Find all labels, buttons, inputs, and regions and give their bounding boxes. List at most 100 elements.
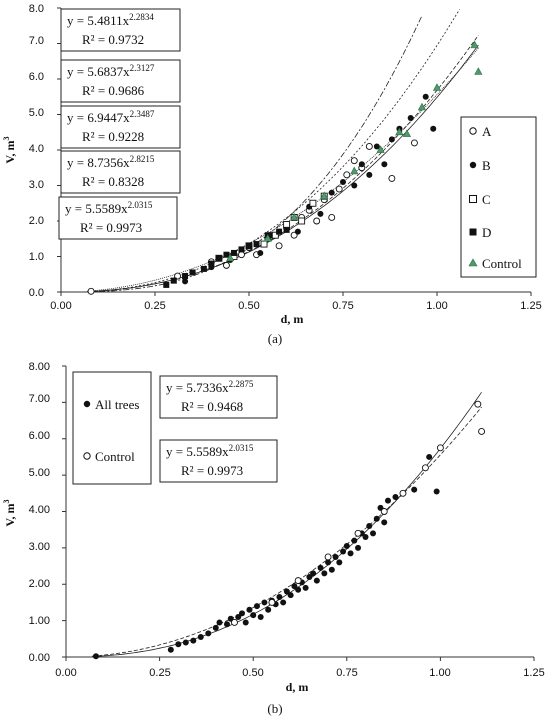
panel-a-point-b-11 — [340, 178, 346, 185]
panel-b-r2-1: R² = 0.9468 — [181, 399, 243, 414]
panel-a-point-control-11 — [474, 67, 483, 75]
panel-a-point-d-2 — [182, 273, 189, 280]
panel-a-point-a-20 — [365, 142, 373, 150]
panel-b-point-all-trees-16 — [253, 603, 260, 610]
panel-b-caption: (b) — [267, 701, 282, 716]
panel-a-point-control-5 — [376, 145, 385, 153]
panel-a-point-d-9 — [238, 246, 245, 253]
legend-marker-b — [469, 161, 477, 169]
panel-a-r2-2: R² = 0.9686 — [82, 83, 145, 98]
panel-a-point-b-4 — [257, 249, 264, 256]
panel-b-point-all-trees-31 — [310, 570, 317, 577]
panel-a-point-control-3 — [320, 191, 329, 200]
panel-b-point-all-trees-6 — [205, 630, 212, 637]
panel-a-point-a-13 — [313, 217, 321, 225]
panel-a-ytick-3: 3.0 — [29, 179, 44, 191]
panel-b-y-ticks: 0.00 1.00 2.00 3.00 4.00 5.00 6.00 7.00 … — [29, 361, 50, 664]
panel-b-point-all-trees-12 — [238, 610, 245, 617]
panel-b-xtick-3: 0.75 — [336, 667, 357, 679]
panel-b: 0.00 1.00 2.00 3.00 4.00 5.00 6.00 7.00 … — [2, 361, 545, 716]
panel-a-point-control-4 — [350, 166, 359, 175]
legend-marker-control-b — [83, 452, 91, 460]
panel-a-equation-4: y = 8.7356x2.8215 — [67, 154, 155, 170]
panel-a-y-axis-label: V, m3 — [2, 136, 17, 163]
panel-a-legend-label-a: A — [482, 124, 492, 139]
panel-b-point-control-1 — [268, 598, 276, 606]
panel-b-point-all-trees-52 — [392, 493, 399, 500]
panel-a-point-a-17 — [343, 171, 351, 179]
panel-b-point-all-trees-56 — [433, 488, 440, 495]
legend-marker-all-trees — [83, 400, 91, 408]
panel-b-point-all-trees-22 — [276, 593, 283, 600]
panel-a-point-d-11 — [253, 241, 260, 248]
panel-a-point-b-14 — [366, 171, 373, 178]
panel-a-point-a-4 — [238, 251, 245, 259]
panel-a-point-b-16 — [381, 161, 388, 168]
legend-marker-d — [469, 228, 477, 236]
panel-b-ytick-6: 6.00 — [29, 430, 50, 442]
panel-a-legend-label-control: Control — [482, 256, 522, 271]
panel-b-point-all-trees-55 — [426, 453, 433, 460]
panel-b-x-axis-label: d, m — [286, 680, 309, 694]
panel-b-point-all-trees-27 — [295, 586, 302, 593]
panel-a-point-d-13 — [276, 228, 283, 235]
panel-b-point-all-trees-36 — [328, 566, 335, 573]
panel-a-equation-box-1: y = 5.4811x2.2834 R² = 0.9732 — [60, 8, 181, 52]
panel-a-xtick-2: 0.50 — [238, 300, 259, 312]
panel-b-ytick-8: 8.00 — [29, 361, 50, 373]
panel-a-point-control-8 — [417, 102, 427, 111]
panel-b-point-control-0 — [231, 618, 238, 626]
panel-a-equation-box-3: y = 6.9447x2.3487 R² = 0.9228 — [60, 105, 181, 149]
panel-b-point-control-6 — [399, 489, 407, 497]
panel-a-point-a-22 — [410, 139, 418, 147]
panel-b-xtick-2: 0.50 — [242, 667, 263, 679]
panel-b-point-all-trees-3 — [182, 639, 189, 646]
panel-a-ytick-2: 2.0 — [29, 215, 44, 227]
legend-marker-a — [469, 127, 477, 135]
panel-b-point-control-10 — [478, 428, 486, 435]
panel-a-point-control-10 — [470, 40, 479, 49]
panel-a-point-b-12 — [351, 182, 358, 189]
panel-a-equation-box-5: y = 5.5589x2.0315 R² = 0.9973 — [58, 196, 178, 240]
panel-a-point-d-1 — [170, 277, 177, 284]
panel-b-point-all-trees-14 — [246, 606, 253, 613]
panel-a-point-c-5 — [283, 221, 291, 229]
panel-a-point-c-4 — [271, 231, 279, 239]
panel-a-point-a-21 — [388, 174, 396, 182]
panel-b-ytick-1: 1.00 — [29, 615, 50, 627]
panel-a-x-ticks: 0.00 0.25 0.50 0.75 1.00 1.25 — [50, 300, 541, 312]
panel-a-point-b-7 — [294, 228, 301, 235]
panel-b-xtick-5: 1.25 — [523, 667, 544, 679]
panel-b-legend-label-all-trees: All trees — [95, 397, 139, 412]
panel-a-caption: (a) — [268, 331, 282, 346]
panel-a-r2-5: R² = 0.9973 — [80, 220, 142, 235]
panel-b-point-all-trees-26 — [291, 583, 298, 590]
panel-a-point-control-0 — [226, 253, 235, 262]
panel-a-xtick-1: 0.25 — [144, 300, 165, 312]
panel-b-point-all-trees-23 — [280, 599, 287, 606]
panel-b-point-all-trees-40 — [343, 543, 350, 550]
panel-b-point-all-trees-19 — [265, 606, 272, 613]
panel-b-point-all-trees-41 — [347, 550, 354, 557]
panel-b-xtick-4: 1.00 — [429, 667, 450, 679]
panel-b-point-all-trees-5 — [197, 633, 204, 640]
panel-a-legend: A B C D Control — [460, 116, 537, 278]
panel-b-point-all-trees-51 — [384, 497, 391, 504]
panel-b-point-control-2 — [294, 577, 302, 585]
panel-b-point-all-trees-4 — [190, 637, 197, 644]
panel-a-point-b-15 — [373, 143, 380, 150]
panel-b-point-all-trees-1 — [167, 646, 174, 653]
panel-b-point-control-8 — [436, 444, 444, 452]
panel-a-point-control-2 — [290, 212, 299, 221]
panel-a-point-a-15 — [328, 213, 336, 221]
panel-b-point-control-4 — [354, 529, 362, 537]
panel-b-ytick-3: 3.00 — [29, 541, 50, 553]
panel-a-point-b-0 — [182, 278, 189, 285]
panel-b-point-all-trees-43 — [355, 544, 362, 551]
panel-a-point-a-0 — [87, 287, 95, 295]
panel-b-ytick-0: 0.00 — [29, 652, 50, 664]
panel-a-point-a-1 — [174, 272, 182, 280]
panel-a-x-axis-label: d, m — [281, 312, 304, 326]
panel-b-ytick-2: 2.00 — [29, 578, 50, 590]
panel-a-point-d-8 — [230, 249, 237, 256]
